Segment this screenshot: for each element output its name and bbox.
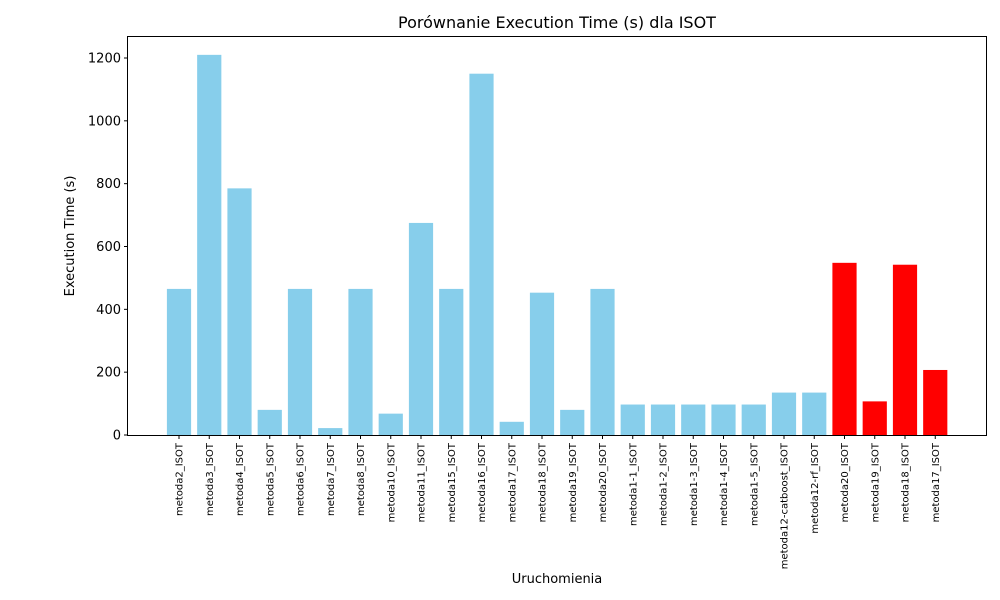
plot-frame [127,36,987,436]
bar-metoda18_ISOT [529,292,555,435]
x-tick-label: metoda20_ISOT [840,442,851,522]
bar-metoda1-1_ISOT [620,404,645,435]
x-tick-label: metoda18_ISOT [538,442,549,522]
y-tick-label: 800 [96,177,121,192]
x-tick-label: metoda15_ISOT [447,442,458,522]
bar-metoda8_ISOT [348,288,373,435]
bar-metoda19_ISOT [560,409,585,435]
x-tick-label: metoda1-5_ISOT [749,442,760,526]
x-tick-label: metoda1-3_ISOT [689,442,700,526]
bar-metoda20_ISOT [590,288,615,435]
x-axis: metoda2_ISOT metoda3_ISOT metoda4_ISOT meto… [175,435,942,569]
x-tick-label: metoda11_ISOT [417,442,428,522]
y-axis-label: Execution Time (s) [63,176,78,297]
x-tick-label: metoda19_ISOT [870,442,881,522]
bar-metoda20_ISOT [832,262,857,435]
x-tick-label: metoda1-1_ISOT [628,442,639,526]
y-tick-label: 1200 [88,51,121,66]
x-tick-label: metoda5_ISOT [265,442,276,516]
bar-metoda15_ISOT [439,288,464,435]
bar-metoda18_ISOT [892,264,918,435]
bar-metoda3_ISOT [197,54,222,435]
x-tick-label: metoda7_ISOT [326,442,337,516]
x-tick-label: metoda19_ISOT [568,442,579,522]
x-tick-label: metoda20_ISOT [598,442,609,522]
bar-metoda5_ISOT [257,409,282,435]
bar-metoda4_ISOT [227,188,252,435]
bars-group [166,54,948,435]
x-tick-label: metoda2_ISOT [175,442,186,516]
y-tick-label: 600 [96,240,121,255]
x-tick-label: metoda16_ISOT [477,442,488,522]
bar-metoda12-catboost_ISOT [771,392,797,435]
x-axis-label: Uruchomienia [512,572,603,587]
x-tick-label: metoda6_ISOT [296,442,307,516]
x-tick-label: metoda4_ISOT [235,442,246,516]
bar-metoda17_ISOT [923,369,948,435]
x-tick-label: metoda18_ISOT [901,442,912,522]
y-tick-label: 200 [96,366,121,381]
bar-metoda1-2_ISOT [650,404,676,435]
x-tick-label: metoda17_ISOT [507,442,518,522]
y-axis: 0 200 400 600 800 1000 1200 [88,51,128,444]
bar-metoda6_ISOT [287,288,313,435]
bar-metoda19_ISOT [862,401,887,435]
bar-metoda11_ISOT [408,222,434,435]
x-tick-label: metoda12-catboost_ISOT [780,442,791,569]
x-tick-label: metoda3_ISOT [205,442,216,516]
bar-metoda1-4_ISOT [711,404,736,435]
x-tick-label: metoda1-4_ISOT [719,442,730,526]
bar-metoda12-rf_ISOT [802,392,827,435]
bar-metoda1-5_ISOT [741,404,766,435]
x-tick-label: metoda17_ISOT [931,442,942,522]
x-tick-label: metoda8_ISOT [356,442,367,516]
x-tick-label: metoda1-2_ISOT [659,442,670,526]
chart-title: Porównanie Execution Time (s) dla ISOT [398,13,716,32]
bar-metoda16_ISOT [469,73,494,435]
y-tick-label: 0 [113,429,121,444]
bar-metoda10_ISOT [378,413,403,435]
bar-metoda1-3_ISOT [681,404,706,435]
bar-metoda2_ISOT [166,288,192,435]
y-tick-label: 400 [96,303,121,318]
x-tick-label: metoda10_ISOT [386,442,397,522]
y-tick-label: 1000 [88,114,121,129]
x-tick-label: metoda12-rf_ISOT [810,442,821,534]
bar-metoda7_ISOT [318,428,343,435]
bar-metoda17_ISOT [499,421,524,435]
